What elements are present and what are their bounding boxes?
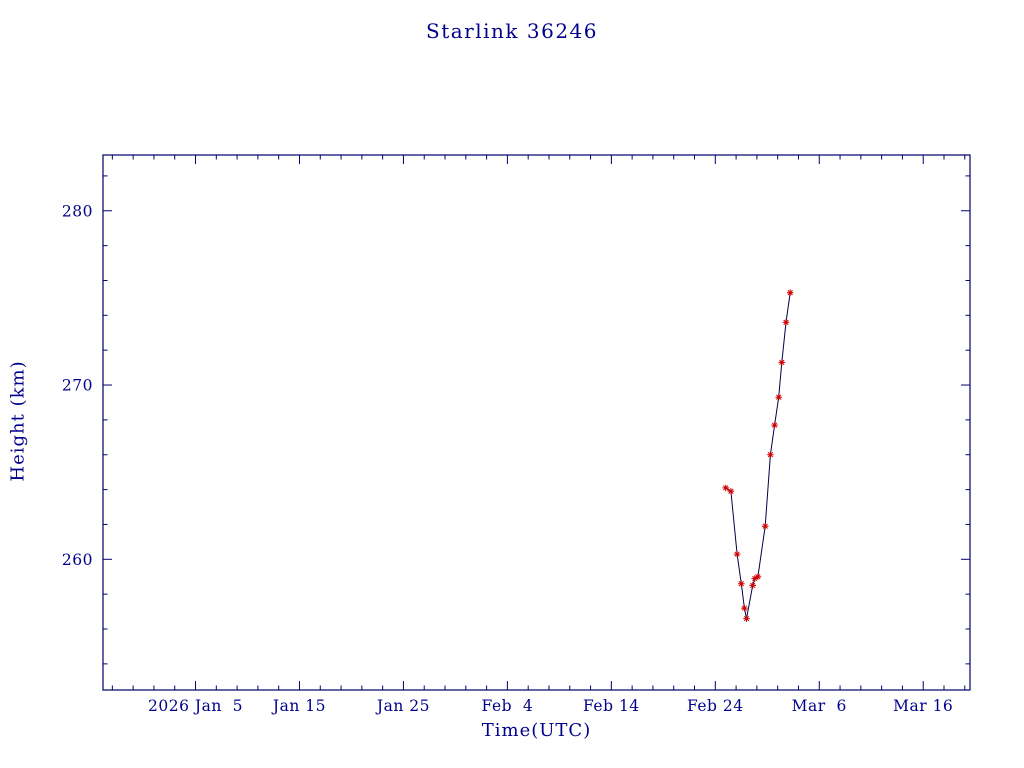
chart-title: Starlink 36246 [426, 19, 598, 43]
data-point-marker [727, 487, 735, 495]
height-series-line [725, 292, 791, 619]
data-point-marker [761, 522, 769, 530]
y-tick-label: 280 [62, 202, 93, 220]
data-point-marker [786, 289, 794, 297]
x-tick-label: Jan 15 [271, 697, 326, 715]
x-tick-label: 2026 Jan 5 [148, 697, 243, 715]
data-point-marker [733, 550, 741, 558]
x-tick-label: Jan 25 [375, 697, 430, 715]
data-point-marker [754, 573, 762, 581]
x-tick-label: Mar 16 [893, 697, 953, 715]
x-tick-label: Feb 14 [583, 697, 640, 715]
data-point-marker [741, 604, 748, 612]
x-tick-label: Feb 4 [482, 697, 534, 715]
y-tick-label: 260 [62, 551, 93, 569]
data-point-marker [767, 451, 774, 459]
data-point-marker [722, 484, 730, 492]
data-point-marker [782, 318, 790, 326]
x-tick-label: Feb 24 [687, 697, 744, 715]
data-point-marker [743, 615, 750, 622]
x-axis-label: Time(UTC) [481, 720, 592, 741]
data-point-marker [751, 575, 759, 582]
y-tick-label: 270 [62, 377, 93, 395]
data-point-marker [737, 580, 745, 588]
plot-frame [102, 154, 971, 691]
x-tick-label: Mar 6 [792, 697, 847, 715]
data-point-marker [749, 582, 757, 589]
data-point-marker [778, 359, 786, 366]
data-point-marker [775, 393, 783, 401]
data-point-marker [771, 421, 778, 429]
